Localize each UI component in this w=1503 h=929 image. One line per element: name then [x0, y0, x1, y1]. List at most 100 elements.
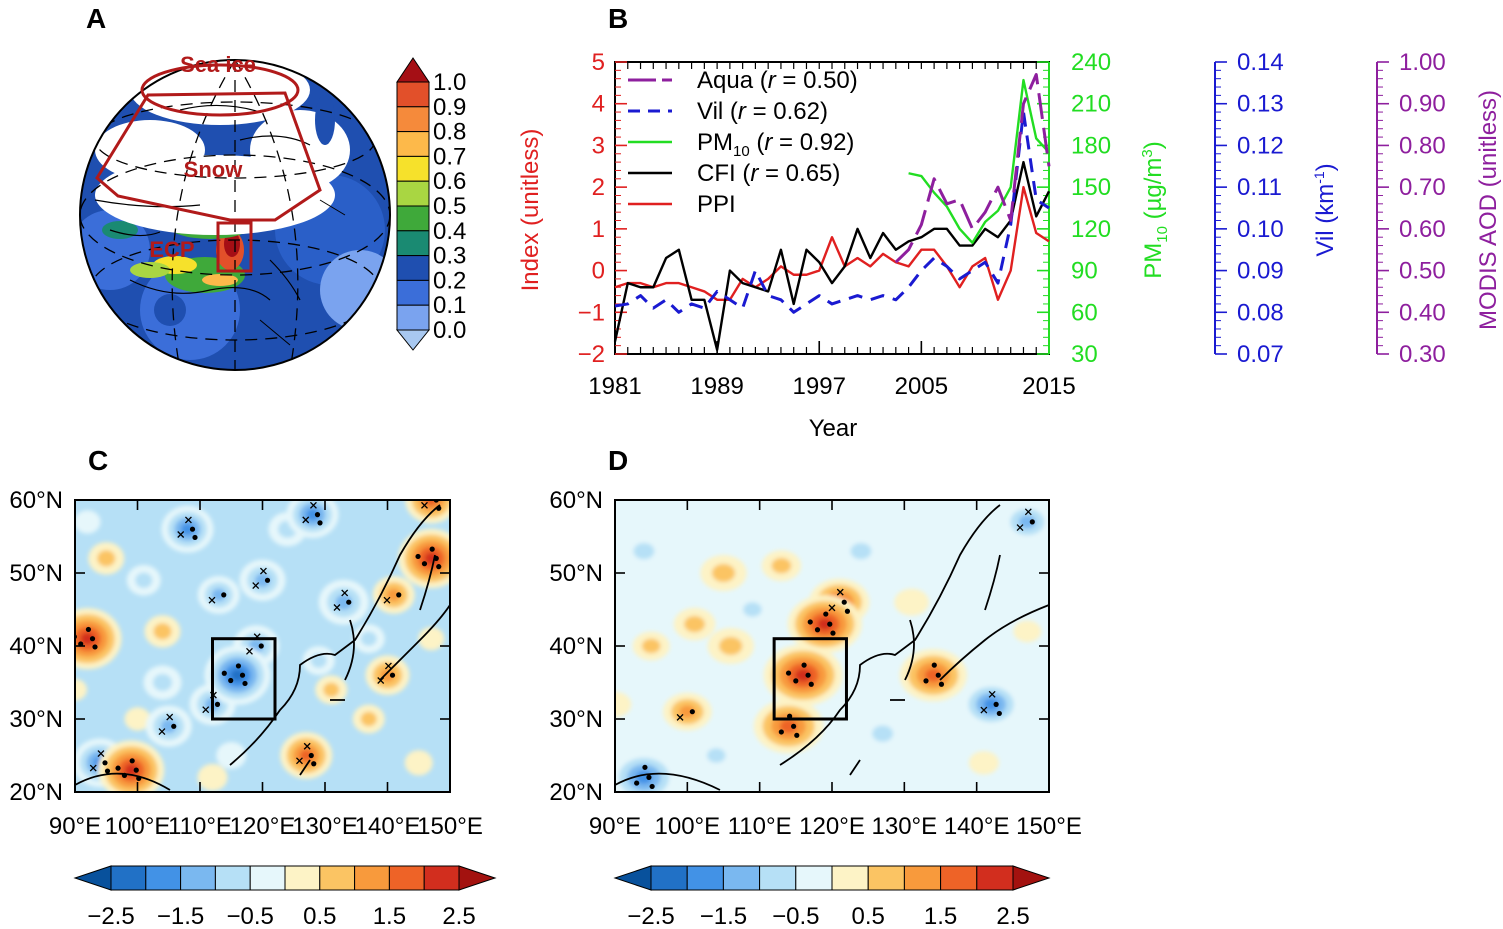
vil-tick-label: 0.10 — [1237, 216, 1284, 243]
colorbar-d-swatch — [795, 865, 833, 891]
significance-dot — [993, 701, 999, 708]
pm10-axis-label: PM10 (µg/m3) — [1139, 141, 1171, 279]
anomaly-contour — [323, 682, 340, 697]
significance-dot — [844, 608, 851, 614]
significance-dot — [415, 553, 421, 560]
colorbar-c-swatch — [354, 865, 390, 891]
colorbar-a-tick: 0.9 — [433, 94, 466, 121]
colorbar-d-tick-label: 0.5 — [852, 903, 885, 929]
index-tick-label: −1 — [578, 299, 605, 326]
significance-dot — [689, 709, 695, 715]
anomaly-contour — [97, 550, 116, 567]
aod-tick-label: 1.00 — [1399, 49, 1446, 76]
sea-ice-region — [140, 63, 300, 117]
anomaly-contour — [306, 508, 319, 521]
coastline-d — [615, 504, 1049, 791]
colorbar-c-tick-label: −1.5 — [157, 903, 204, 929]
x-tick-label: 1997 — [793, 373, 846, 400]
pm10-tick-label: 90 — [1071, 258, 1098, 285]
anomaly-contour — [153, 673, 172, 692]
significance-dot — [805, 672, 811, 678]
anomaly-contour — [684, 616, 705, 633]
anomaly-contour — [197, 763, 228, 791]
colorbar-d: −2.5 −1.5 −0.5 0.5 1.5 2.5 — [613, 865, 1051, 929]
significance-dot — [794, 732, 800, 738]
lon-tick-label: 100°E — [105, 813, 171, 840]
anomaly-contour — [968, 751, 999, 775]
map-axes-d: 90°E 100°E 110°E 120°E 130°E 140°E 150°E 20°N 30… — [549, 487, 1081, 840]
colorbar-d-right-cap — [1012, 865, 1051, 891]
anomaly-contour — [850, 543, 872, 560]
significance-dot — [104, 768, 111, 774]
significance-dot — [129, 758, 135, 764]
significance-dot — [317, 520, 323, 526]
lat-tick-label: 50°N — [9, 560, 63, 587]
significance-dot — [239, 672, 246, 678]
significance-dot — [311, 761, 317, 767]
significance-cross — [303, 742, 311, 750]
significance-dot — [121, 772, 128, 778]
panel-a: A — [79, 3, 466, 371]
anomaly-contour — [75, 510, 101, 534]
colorbar-c-swatch — [388, 865, 425, 891]
significance-cross — [177, 531, 185, 538]
significance-cross — [309, 501, 317, 509]
lat-tick-label: 30°N — [549, 706, 603, 733]
lat-tick-label: 40°N — [9, 633, 63, 660]
colorbar-a-upper-cap — [396, 57, 430, 83]
significance-dot — [785, 670, 792, 676]
ecp-region — [216, 221, 253, 273]
significance-dot — [235, 663, 242, 669]
anomaly-contour — [795, 669, 811, 682]
series-line — [613, 160, 1051, 352]
lon-tick-label: 120°E — [230, 813, 296, 840]
significance-dot — [634, 780, 640, 786]
significance-cross — [302, 516, 310, 524]
significance-dot — [308, 752, 314, 759]
series-line — [894, 73, 1051, 264]
significance-dot — [189, 526, 196, 532]
anomaly-contour — [404, 750, 433, 776]
anomaly-contour — [181, 523, 194, 536]
colorbar-d-swatch — [686, 865, 724, 891]
lon-tick-label: 90°E — [49, 813, 101, 840]
significance-dot — [136, 775, 142, 781]
significance-cross — [980, 706, 988, 714]
significance-dot — [389, 672, 396, 678]
anomaly-contour — [360, 711, 377, 727]
colorbar-c-tick-label: 1.5 — [373, 903, 406, 929]
lat-tick-label: 20°N — [9, 779, 63, 806]
significance-dot — [830, 630, 836, 636]
colorbar-a-swatch — [396, 180, 430, 207]
colorbar-a-tick: 0.8 — [433, 119, 466, 146]
colorbar-a-swatch — [396, 81, 430, 108]
colorbar-a-swatch — [396, 131, 430, 157]
anomaly-contour — [386, 588, 401, 602]
significance-dot — [242, 680, 248, 687]
colorbar-d-tick-label: −1.5 — [700, 903, 747, 929]
significance-dot — [642, 764, 648, 770]
anomaly-contour — [254, 573, 271, 588]
significance-cross — [166, 713, 174, 721]
colorbar-d-tick-label: 2.5 — [996, 903, 1029, 929]
anomaly-contour — [299, 749, 313, 762]
legend-entry: Vil (r = 0.62) — [697, 98, 828, 125]
lat-tick-label: 50°N — [549, 560, 603, 587]
lon-tick-label: 150°E — [1016, 813, 1082, 840]
significance-dot — [778, 729, 784, 735]
anomaly-contour — [707, 748, 726, 763]
colorbar-a-lower-cap — [395, 329, 431, 351]
lon-tick-label: 110°E — [728, 813, 792, 840]
anomaly-contour — [80, 632, 95, 645]
significance-cross — [184, 516, 192, 524]
significance-dot — [433, 555, 439, 562]
anomaly-field-d — [615, 502, 1049, 792]
significance-dot — [115, 765, 121, 771]
pm10-tick-label: 60 — [1071, 299, 1098, 326]
significance-dot — [646, 774, 652, 781]
colorbar-a: 1.00.90.80.70.60.50.40.30.20.10.0 — [395, 57, 466, 351]
lon-tick-label: 120°E — [799, 813, 865, 840]
colorbar-c: −2.5 −1.5 −0.5 0.5 1.5 2.5 — [73, 865, 497, 929]
ecp-box-d — [772, 637, 848, 721]
significance-dot — [102, 760, 108, 766]
